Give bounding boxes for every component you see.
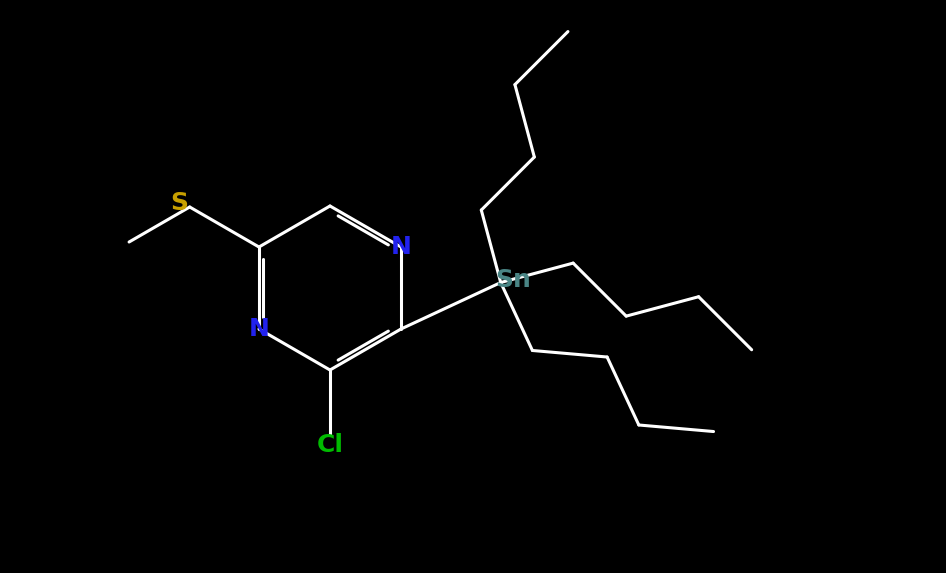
Text: Sn: Sn [495,268,531,292]
Text: N: N [391,235,412,259]
Text: N: N [249,317,270,341]
Text: S: S [170,191,188,215]
Text: Cl: Cl [317,433,343,457]
